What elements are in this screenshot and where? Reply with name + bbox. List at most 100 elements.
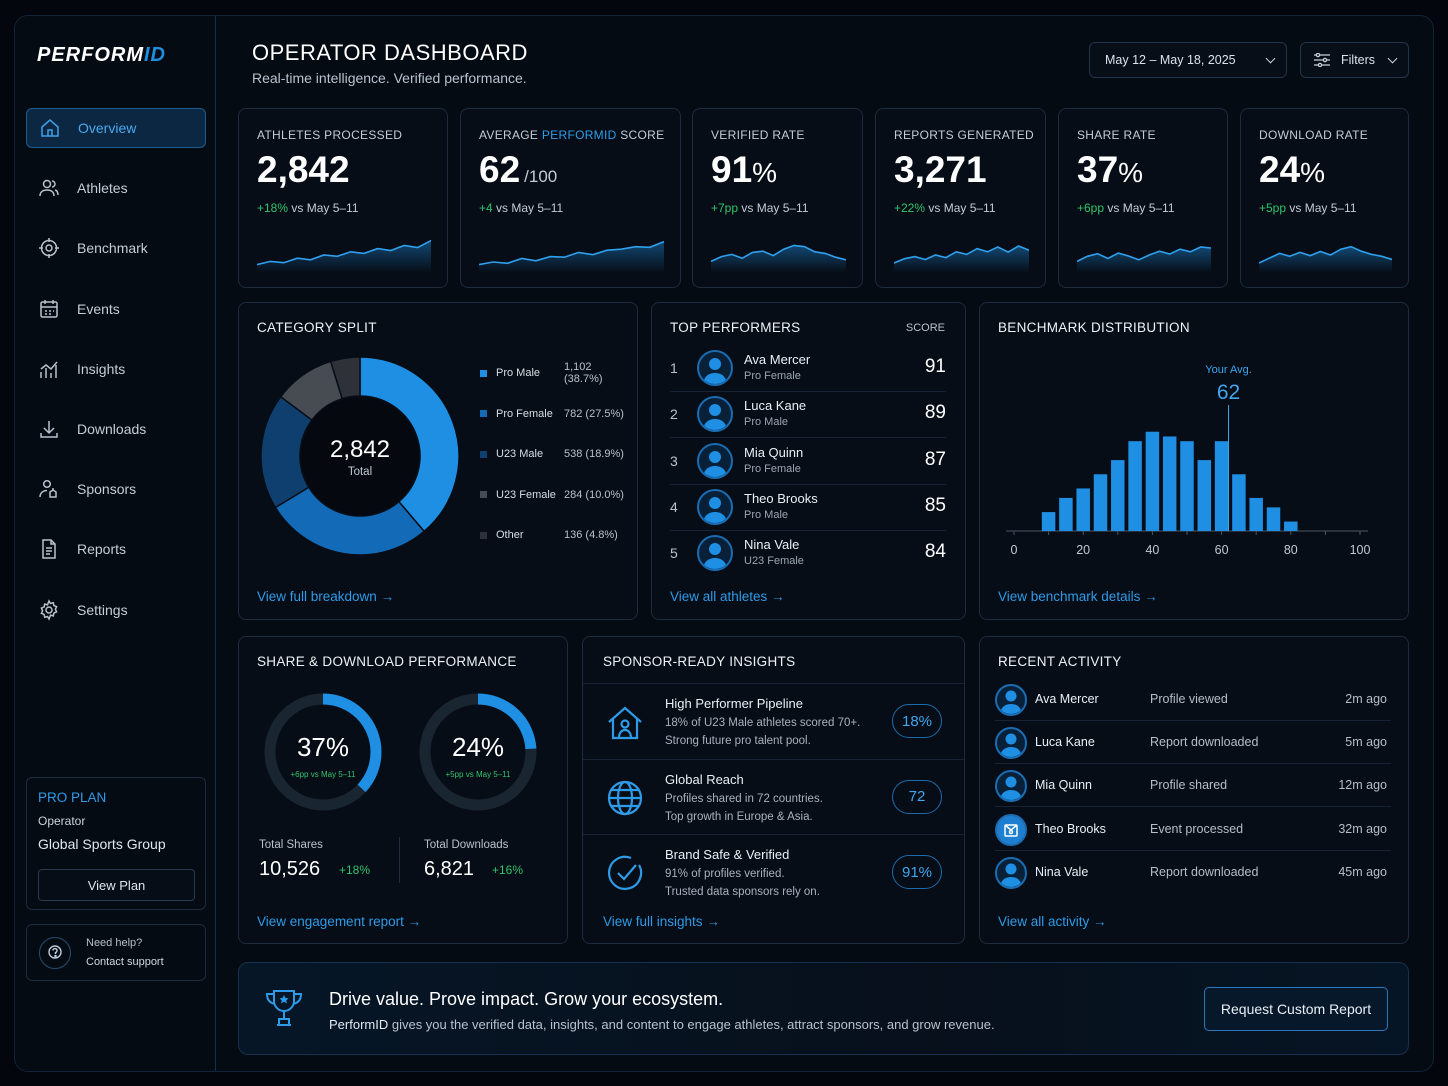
activity-user: Ava Mercer (1035, 692, 1099, 706)
legend-swatch (480, 410, 487, 418)
performer-row[interactable]: 2 Luca Kane Pro Male 89 (670, 392, 946, 439)
kpi-card[interactable]: SHARE RATE 37% +6pp vs May 5–11 (1058, 108, 1228, 288)
avatar (995, 770, 1027, 803)
histogram-bar[interactable] (1076, 488, 1090, 531)
view-breakdown-link[interactable]: View full breakdown → (257, 589, 395, 604)
sidebar-item-insights[interactable]: Insights (26, 349, 206, 389)
histogram-bar[interactable] (1111, 460, 1125, 531)
performer-row[interactable]: 3 Mia Quinn Pro Female 87 (670, 439, 946, 485)
sidebar-item-benchmark[interactable]: Benchmark (26, 228, 206, 268)
kpi-value: 91% (711, 149, 778, 190)
insight-detail: Trusted data sponsors rely on. (665, 886, 820, 898)
histogram-bar[interactable] (1180, 441, 1194, 531)
date-range-select[interactable]: May 12 – May 18, 2025 (1089, 42, 1287, 78)
legend-item: Pro Male 1,102 (38.7%) (480, 361, 630, 385)
view-benchmark-link[interactable]: View benchmark details → (998, 589, 1158, 604)
app-logo[interactable]: PERFORMID (37, 44, 166, 66)
insight-row[interactable]: High Performer Pipeline 18% of U23 Male a… (583, 683, 964, 759)
histogram-bar[interactable] (1214, 441, 1229, 531)
avatar (995, 684, 1027, 716)
insight-row[interactable]: Brand Safe & Verified 91% of profiles ver… (583, 834, 964, 910)
view-activity-link[interactable]: View all activity → (998, 914, 1107, 929)
histogram-bar[interactable] (1128, 441, 1142, 531)
sidebar-item-downloads[interactable]: Downloads (26, 409, 206, 449)
histogram-bar[interactable] (1162, 436, 1177, 531)
share-download-card: SHARE & DOWNLOAD PERFORMANCE 37% +6pp vs… (238, 636, 568, 944)
help-card[interactable]: Need help? Contact support (26, 924, 206, 981)
activity-row[interactable]: Theo Brooks Event processed 32m ago (995, 809, 1391, 851)
top-performers-card: TOP PERFORMERS SCORE View all athletes →… (651, 302, 966, 620)
event-icon (995, 813, 1027, 846)
donut-slice-other[interactable] (329, 356, 361, 400)
activity-row[interactable]: Mia Quinn Profile shared 12m ago (995, 765, 1391, 808)
sidebar-item-settings[interactable]: Settings (26, 590, 206, 630)
kpi-card[interactable]: DOWNLOAD RATE 24% +5pp vs May 5–11 (1240, 108, 1409, 288)
card-title: SHARE & DOWNLOAD PERFORMANCE (257, 654, 517, 669)
sidebar-item-reports[interactable]: Reports (26, 529, 206, 569)
contact-support-link[interactable]: Contact support (86, 956, 164, 968)
legend-swatch (480, 369, 487, 377)
view-plan-button[interactable]: View Plan (38, 869, 195, 901)
page-title: OPERATOR DASHBOARD (252, 40, 528, 65)
histogram-bar[interactable] (1041, 512, 1056, 531)
kpi-card[interactable]: REPORTS GENERATED 3,271 +22% vs May 5–11 (875, 108, 1046, 288)
banner-description: PerformID gives you the verified data, i… (329, 1017, 995, 1032)
sidebar-item-overview[interactable]: Overview (26, 108, 206, 148)
insight-detail: Top growth in Europe & Asia. (665, 810, 813, 823)
histogram-bar[interactable] (1145, 431, 1160, 531)
home-icon (41, 119, 59, 137)
insight-detail: Profiles shared in 72 countries. (665, 792, 823, 805)
insight-row[interactable]: Global Reach Profiles shared in 72 countr… (583, 758, 964, 835)
view-engagement-link[interactable]: View engagement report → (257, 914, 422, 929)
performer-score: 89 (924, 402, 946, 424)
performer-row[interactable]: 1 Ava Mercer Pro Female 91 (670, 346, 946, 392)
performer-rank: 3 (670, 452, 678, 469)
performer-rank: 5 (670, 545, 678, 562)
activity-row[interactable]: Nina Vale Report downloaded 45m ago (995, 852, 1391, 894)
score-column-header: SCORE (905, 322, 945, 334)
document-icon (42, 539, 56, 560)
page-subtitle: Real-time intelligence. Verified perform… (252, 70, 527, 86)
x-tick-label: 0 (1011, 543, 1018, 557)
histogram-bar[interactable] (1284, 521, 1298, 531)
histogram-bar[interactable] (1197, 460, 1212, 531)
sparkline-line (711, 244, 846, 263)
download-rate-value: 24% (451, 732, 505, 762)
histogram-bar[interactable] (1266, 507, 1281, 531)
chevron-down-icon (1387, 53, 1398, 64)
kpi-card[interactable]: AVERAGE PERFORMID SCORE 62/100 +4 vs May 5… (460, 108, 681, 288)
activity-row[interactable]: Ava Mercer Profile viewed 2m ago (995, 679, 1391, 721)
sidebar-item-events[interactable]: Events (26, 289, 206, 329)
histogram-bar[interactable] (1059, 497, 1073, 531)
sparkline-area (711, 245, 846, 273)
performer-name: Mia Quinn (744, 444, 804, 460)
calendar-icon (40, 299, 58, 318)
donut-slice-pro-male[interactable] (359, 356, 460, 533)
activity-action: Profile viewed (1150, 692, 1228, 706)
view-athletes-link[interactable]: View all athletes → (670, 589, 785, 604)
performer-row[interactable]: 4 Theo Brooks Pro Male 85 (670, 485, 946, 531)
performer-row[interactable]: 5 Nina Vale U23 Female 84 (670, 531, 946, 577)
ring-progress (264, 693, 382, 811)
insight-metric-badge: 18% (892, 704, 942, 738)
kpi-delta: +5pp vs May 5–11 (1259, 201, 1357, 215)
request-report-button[interactable]: Request Custom Report (1204, 987, 1388, 1031)
kpi-card[interactable]: VERIFIED RATE 91% +7pp vs May 5–11 (692, 108, 863, 288)
histogram-bar[interactable] (1093, 474, 1108, 531)
sidebar-item-label: Athletes (77, 180, 128, 197)
kpi-card[interactable]: ATHLETES PROCESSED 2,842 +18% vs May 5–11 (238, 108, 448, 288)
kpi-value: 24% (1259, 149, 1326, 190)
sidebar-item-sponsors[interactable]: Sponsors (26, 469, 206, 509)
support-icon (39, 937, 71, 969)
activity-time: 5m ago (1345, 735, 1387, 750)
insight-title: Brand Safe & Verified (665, 847, 790, 862)
activity-row[interactable]: Luca Kane Report downloaded 5m ago (995, 722, 1391, 765)
activity-action: Event processed (1150, 821, 1244, 836)
filters-button[interactable]: Filters (1300, 42, 1409, 78)
x-tick-label: 60 (1215, 543, 1229, 557)
histogram-bar[interactable] (1249, 497, 1263, 531)
activity-time: 45m ago (1338, 864, 1387, 879)
sidebar-item-athletes[interactable]: Athletes (26, 168, 206, 208)
view-insights-link[interactable]: View full insights → (603, 914, 720, 929)
histogram-bar[interactable] (1232, 474, 1246, 531)
